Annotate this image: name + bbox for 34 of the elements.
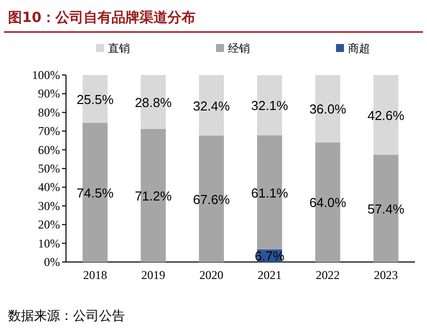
- y-tick-label: 100%: [32, 68, 60, 82]
- data-label: 61.1%: [251, 185, 288, 200]
- y-tick-label: 60%: [38, 142, 60, 157]
- y-tick-label: 90%: [38, 86, 60, 101]
- y-tick-label: 20%: [38, 218, 60, 232]
- data-label: 74.5%: [76, 185, 114, 200]
- data-label: 32.1%: [251, 98, 288, 114]
- y-tick-label: 50%: [38, 162, 60, 176]
- y-tick-label: 70%: [38, 124, 60, 138]
- x-tick-label: 2018: [83, 268, 108, 282]
- data-label: 71.2%: [134, 188, 172, 204]
- x-tick-label: 2019: [141, 268, 166, 282]
- y-tick-label: 10%: [38, 236, 60, 250]
- x-tick-label: 2023: [374, 268, 398, 282]
- legend-label: 经销: [228, 42, 250, 55]
- chart-title: 图10：公司自有品牌渠道分布: [8, 9, 196, 26]
- data-label: 36.0%: [309, 102, 347, 117]
- x-tick-label: 2020: [199, 268, 224, 282]
- data-label: 67.6%: [192, 192, 230, 207]
- x-tick-label: 2021: [258, 268, 282, 282]
- legend-label: 商超: [348, 42, 370, 55]
- data-label: 28.8%: [134, 94, 172, 110]
- data-label: 64.0%: [309, 195, 347, 210]
- x-tick-label: 2022: [316, 268, 340, 282]
- legend-label: 直销: [108, 42, 130, 55]
- source-note: 数据来源：公司公告: [8, 309, 125, 324]
- y-tick-label: 30%: [38, 198, 60, 213]
- y-tick-label: 40%: [38, 180, 60, 194]
- y-tick-label: 80%: [38, 105, 60, 120]
- data-label: 25.5%: [76, 92, 114, 107]
- y-tick-label: 0%: [44, 255, 60, 269]
- data-label: 42.6%: [367, 108, 405, 123]
- data-label: 32.4%: [192, 98, 230, 114]
- data-label: 57.4%: [367, 201, 405, 216]
